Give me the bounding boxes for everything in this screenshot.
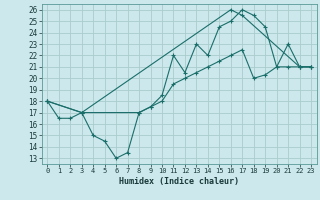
X-axis label: Humidex (Indice chaleur): Humidex (Indice chaleur) bbox=[119, 177, 239, 186]
